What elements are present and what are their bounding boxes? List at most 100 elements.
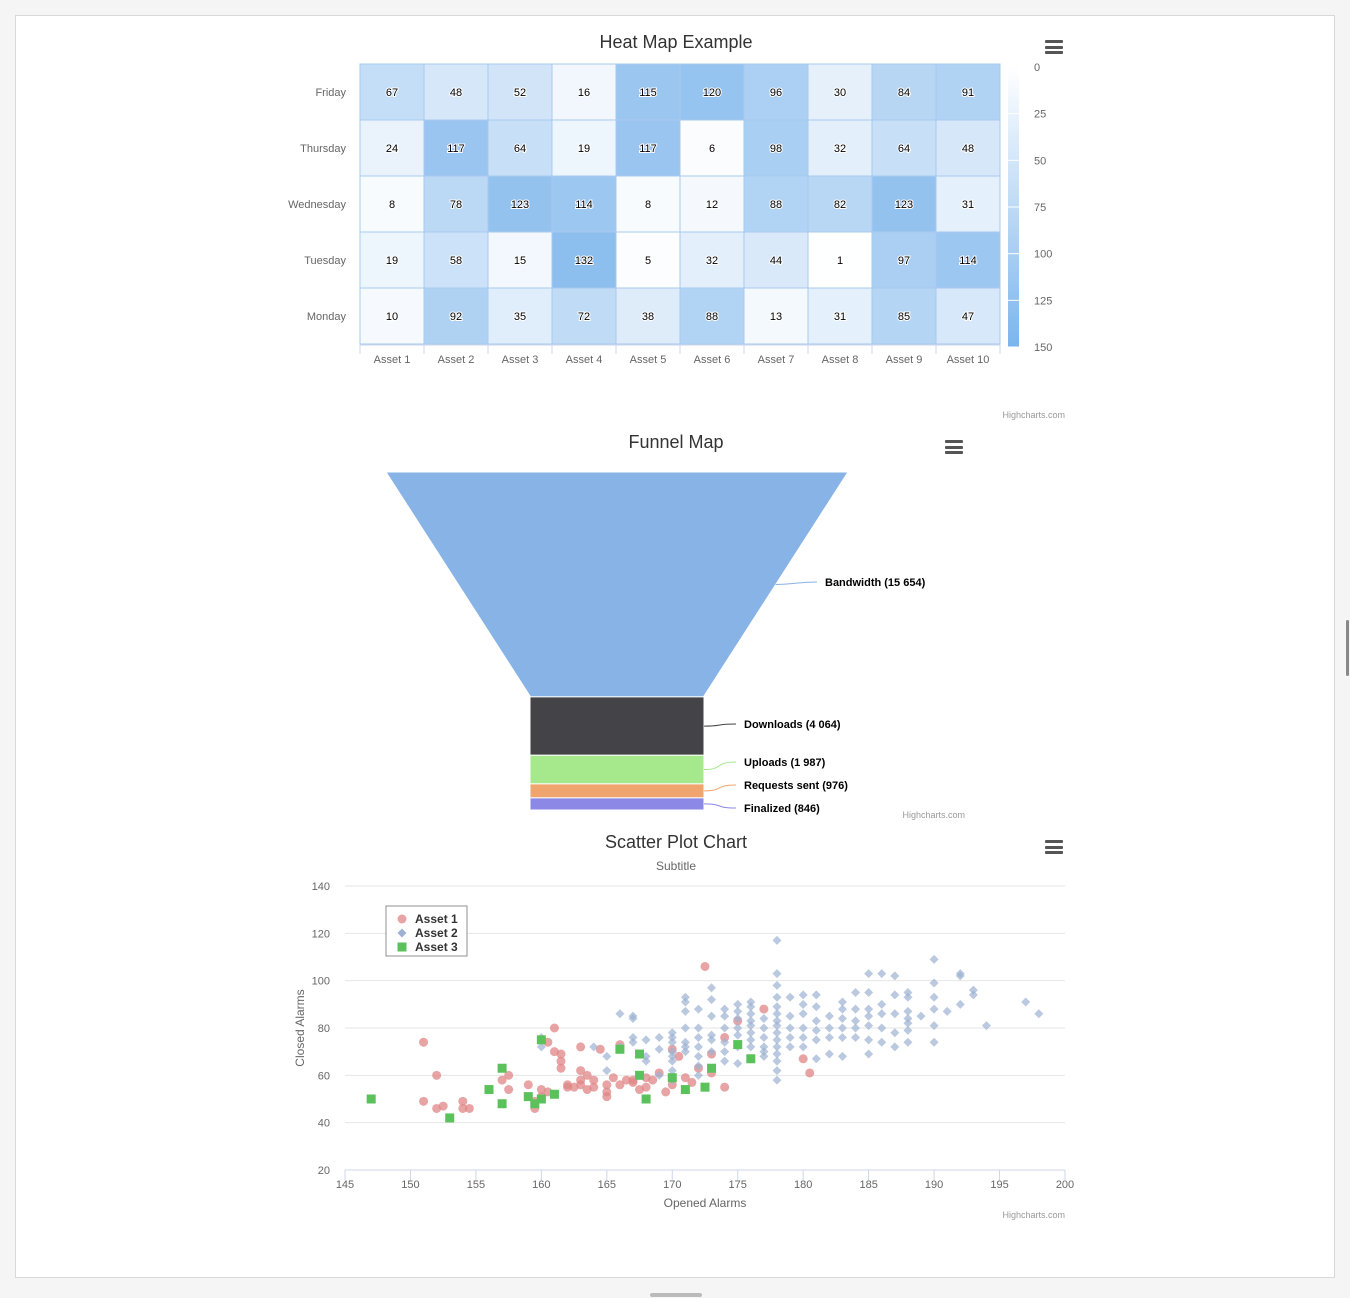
heatmap-cell-label: 88: [706, 311, 718, 323]
scatter-point-asset-2: [916, 1011, 926, 1021]
scatter-point-asset-2: [667, 1028, 677, 1038]
legend-label[interactable]: Asset 2: [415, 926, 458, 940]
scatter-point-asset-2: [824, 1049, 834, 1059]
scatter-point-asset-1: [759, 1004, 769, 1014]
scatter-point-asset-1: [700, 961, 710, 971]
scatter-point-asset-2: [707, 1035, 717, 1045]
scatter-point-asset-2: [837, 1032, 847, 1042]
funnel-segment: [529, 797, 705, 811]
funnel-connector: [775, 581, 818, 585]
scatter-point-asset-2: [759, 1014, 769, 1024]
legend-label[interactable]: Asset 3: [415, 940, 458, 954]
scatter-point-asset-2: [811, 1025, 821, 1035]
scatter-point-asset-2: [680, 1047, 690, 1057]
scatter-point-asset-2: [680, 1006, 690, 1016]
heatmap-cell-label: 64: [514, 143, 526, 155]
scatter-x-tick-label: 200: [1056, 1179, 1074, 1191]
heatmap-x-label: Asset 8: [822, 354, 859, 366]
scatter-point-asset-3: [366, 1094, 376, 1104]
heatmap-cell-label: 12: [706, 199, 718, 211]
scatter-point-asset-2: [759, 1023, 769, 1033]
scatter-point-asset-3: [700, 1082, 710, 1092]
scatter-point-asset-2: [693, 1070, 703, 1080]
heatmap-cell: [807, 231, 873, 289]
scatter-point-asset-1: [438, 1101, 448, 1111]
heatmap-x-label: Asset 4: [566, 354, 603, 366]
scatter-point-asset-2: [929, 1004, 939, 1014]
scatter-point-asset-2: [759, 1032, 769, 1042]
heatmap-cell-label: 64: [898, 143, 910, 155]
scrollbar-thumb[interactable]: [1346, 620, 1349, 676]
scatter-point-asset-2: [654, 1032, 664, 1042]
scatter-point-asset-2: [693, 1061, 703, 1071]
scatter-point-asset-2: [746, 1021, 756, 1031]
funnel-menu-icon[interactable]: [945, 440, 963, 454]
scatter-point-asset-2: [798, 990, 808, 1000]
scatter-point-asset-1: [674, 1051, 684, 1061]
heatmap-cell-label: 120: [703, 87, 721, 99]
scatter-point-asset-2: [929, 1037, 939, 1047]
heatmap-credits[interactable]: Highcharts.com: [1002, 410, 1065, 420]
scatter-point-asset-3: [530, 1099, 540, 1109]
heatmap-cell-label: 31: [834, 311, 846, 323]
scatter-point-asset-2: [772, 1021, 782, 1031]
scatter-point-asset-3: [733, 1040, 743, 1050]
heatmap-cell: [487, 231, 553, 289]
funnel-connector: [703, 723, 737, 727]
scatter-point-asset-3: [536, 1094, 546, 1104]
heatmap-cell: [615, 175, 681, 233]
scatter-point-asset-2: [877, 969, 887, 979]
scatter-point-asset-2: [733, 999, 743, 1009]
heatmap-cell: [551, 287, 617, 345]
scatter-point-asset-3: [549, 1089, 559, 1099]
resize-handle[interactable]: [650, 1293, 702, 1297]
heatmap-cell: [679, 63, 745, 121]
funnel-credits[interactable]: Highcharts.com: [902, 810, 965, 820]
scatter-y-axis-title: Closed Alarms: [293, 989, 307, 1066]
heatmap-cell-label: 47: [962, 311, 974, 323]
heatmap-cell: [359, 63, 425, 121]
heatmap-cell: [935, 63, 1001, 121]
scatter-point-asset-1: [549, 1023, 559, 1033]
heatmap-cell-label: 19: [578, 143, 590, 155]
heatmap-cell-label: 96: [770, 87, 782, 99]
scatter-point-asset-2: [903, 1006, 913, 1016]
scatter-point-asset-2: [667, 1032, 677, 1042]
heatmap-x-label: Asset 3: [502, 354, 539, 366]
heatmap-color-axis-label: 25: [1034, 109, 1046, 121]
heatmap-cell-label: 123: [895, 199, 913, 211]
scatter-point-asset-1: [419, 1037, 429, 1047]
heatmap-x-label: Asset 9: [886, 354, 923, 366]
heatmap-cell: [935, 175, 1001, 233]
scatter-menu-icon[interactable]: [1045, 840, 1063, 854]
scatter-point-asset-2: [746, 1002, 756, 1012]
scatter-point-asset-3: [667, 1073, 677, 1083]
scatter-point-asset-2: [772, 1049, 782, 1059]
scatter-point-asset-2: [864, 1035, 874, 1045]
scatter-credits[interactable]: Highcharts.com: [1002, 1210, 1065, 1220]
scatter-point-asset-2: [877, 1037, 887, 1047]
scatter-x-tick-label: 165: [598, 1179, 616, 1191]
scatter-point-asset-3: [707, 1063, 717, 1073]
legend-label[interactable]: Asset 1: [415, 912, 458, 926]
scatter-point-asset-2: [628, 1014, 638, 1024]
scatter-point-asset-2: [968, 985, 978, 995]
heatmap-cell-label: 15: [514, 255, 526, 267]
heatmap-cell: [359, 175, 425, 233]
scatter-point-asset-2: [942, 1006, 952, 1016]
scatter-point-asset-2: [955, 999, 965, 1009]
heatmap-cell: [679, 231, 745, 289]
scatter-point-asset-2: [759, 1042, 769, 1052]
heatmap-cell: [615, 287, 681, 345]
scatter-point-asset-2: [903, 988, 913, 997]
scatter-x-tick-label: 175: [729, 1179, 747, 1191]
scatter-point-asset-2: [667, 1037, 677, 1047]
heatmap-cell-label: 38: [642, 311, 654, 323]
scatter-point-asset-2: [864, 1049, 874, 1059]
heatmap-cell-label: 117: [447, 143, 465, 155]
scatter-point-asset-2: [667, 1056, 677, 1066]
scatter-point-asset-2: [837, 997, 847, 1007]
scatter-point-asset-2: [824, 1023, 834, 1033]
scatter-y-tick-label: 60: [318, 1070, 330, 1082]
heatmap-menu-icon[interactable]: [1045, 40, 1063, 54]
